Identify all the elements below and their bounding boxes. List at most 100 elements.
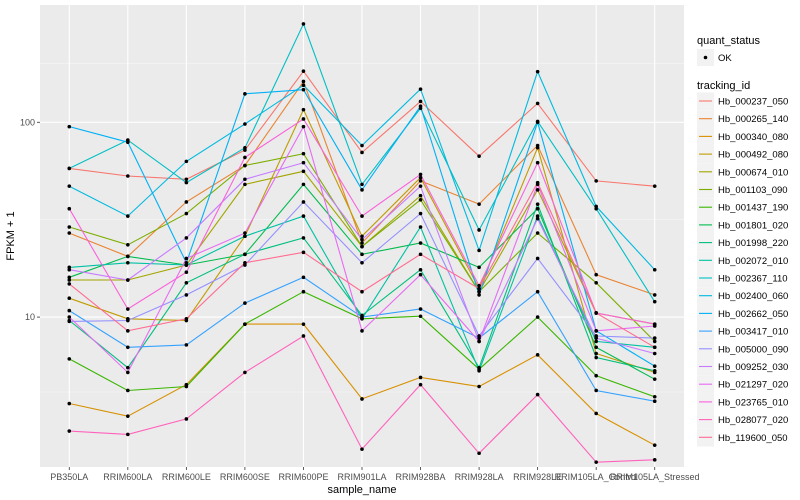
data-point-Hb_028077_020 bbox=[243, 370, 247, 375]
x-tick-label: RRIM600LE bbox=[162, 472, 211, 482]
data-point-Hb_000237_050 bbox=[535, 101, 540, 106]
data-point-Hb_001801_020 bbox=[418, 241, 423, 245]
x-tick-label: RRIM901LA bbox=[337, 472, 386, 482]
data-point-Hb_005000_090 bbox=[184, 293, 189, 297]
data-point-Hb_119600_050 bbox=[126, 329, 130, 333]
data-point-Hb_003417_010 bbox=[243, 301, 247, 305]
legend-label: Hb_001801_020 bbox=[718, 220, 788, 231]
x-tick-label: RRIM928LA bbox=[455, 472, 504, 482]
data-point-Hb_119600_050 bbox=[418, 252, 423, 257]
legend-label: Hb_001998_220 bbox=[718, 238, 788, 249]
data-point-Hb_023765_010 bbox=[67, 206, 72, 211]
data-point-Hb_001801_020 bbox=[594, 345, 598, 350]
legend-label: Hb_000492_080 bbox=[718, 150, 788, 161]
data-point-Hb_002400_060 bbox=[243, 122, 247, 126]
data-point-Hb_119600_050 bbox=[184, 316, 189, 321]
data-point-Hb_023765_010 bbox=[126, 307, 130, 311]
data-point-Hb_002662_050 bbox=[360, 188, 364, 192]
data-point-Hb_001998_220 bbox=[126, 365, 130, 370]
data-point-Hb_001437_190 bbox=[184, 384, 189, 389]
data-point-Hb_005000_090 bbox=[360, 260, 364, 265]
data-point-Hb_001998_220 bbox=[477, 365, 481, 370]
data-point-Hb_000492_080 bbox=[535, 145, 540, 150]
data-point-Hb_000340_080 bbox=[652, 443, 657, 447]
data-point-Hb_009252_030 bbox=[301, 160, 306, 165]
data-point-Hb_002072_010 bbox=[301, 214, 306, 218]
data-point-Hb_002367_110 bbox=[360, 182, 364, 187]
data-point-Hb_000340_080 bbox=[535, 353, 540, 357]
data-point-Hb_001801_020 bbox=[301, 182, 306, 187]
data-point-Hb_003417_010 bbox=[652, 399, 657, 404]
legend-title-tracking-id: tracking_id bbox=[697, 80, 750, 92]
data-point-Hb_000674_010 bbox=[301, 169, 306, 174]
legend-label: Hb_028077_020 bbox=[718, 415, 788, 426]
data-point-Hb_023765_010 bbox=[418, 172, 423, 177]
data-point-Hb_001103_090 bbox=[126, 243, 130, 247]
data-point-Hb_023765_010 bbox=[652, 322, 657, 326]
x-tick-label: RRIM105LA_Control bbox=[555, 472, 638, 482]
data-point-Hb_001801_020 bbox=[652, 377, 657, 381]
data-point-Hb_002400_060 bbox=[477, 248, 481, 253]
data-point-Hb_002072_010 bbox=[126, 260, 130, 265]
data-point-Hb_001437_190 bbox=[67, 357, 72, 361]
data-point-Hb_003417_010 bbox=[360, 315, 364, 319]
data-point-Hb_119600_050 bbox=[360, 289, 364, 294]
data-point-Hb_119600_050 bbox=[652, 345, 657, 350]
data-point-Hb_001103_090 bbox=[477, 289, 481, 294]
data-point-Hb_000674_010 bbox=[418, 193, 423, 198]
data-point-Hb_002662_050 bbox=[652, 364, 657, 368]
data-point-Hb_002072_010 bbox=[418, 225, 423, 229]
data-point-Hb_009252_030 bbox=[126, 278, 130, 282]
data-point-Hb_000340_080 bbox=[360, 397, 364, 401]
data-point-Hb_000492_080 bbox=[301, 107, 306, 112]
legend-label: Hb_000340_080 bbox=[718, 132, 788, 143]
legend-point-symbol bbox=[703, 55, 708, 60]
x-tick-label: RRIM105LA_Stressed bbox=[610, 472, 700, 482]
x-tick-label: RRIM928LE bbox=[513, 472, 562, 482]
data-point-Hb_003417_010 bbox=[594, 388, 598, 393]
data-point-Hb_000492_080 bbox=[67, 296, 72, 301]
data-point-Hb_002400_060 bbox=[67, 184, 72, 188]
data-point-Hb_021297_020 bbox=[594, 329, 598, 333]
data-point-Hb_001998_220 bbox=[418, 267, 423, 272]
data-point-Hb_002662_050 bbox=[418, 104, 423, 108]
data-point-Hb_005000_090 bbox=[652, 336, 657, 340]
data-point-Hb_000340_080 bbox=[418, 375, 423, 380]
data-point-Hb_001103_090 bbox=[652, 339, 657, 344]
data-point-Hb_001437_190 bbox=[418, 314, 423, 319]
data-point-Hb_023765_010 bbox=[477, 283, 481, 288]
data-point-Hb_001437_190 bbox=[126, 388, 130, 393]
data-point-Hb_119600_050 bbox=[67, 282, 72, 286]
data-point-Hb_009252_030 bbox=[535, 216, 540, 221]
data-point-Hb_001998_220 bbox=[594, 355, 598, 360]
data-point-Hb_003417_010 bbox=[301, 275, 306, 280]
y-axis-title: FPKM + 1 bbox=[5, 211, 17, 260]
data-point-Hb_002662_050 bbox=[301, 87, 306, 92]
data-point-Hb_000492_080 bbox=[418, 175, 423, 180]
data-point-Hb_000265_140 bbox=[184, 200, 189, 204]
data-point-Hb_002072_010 bbox=[535, 214, 540, 218]
legend-label: Hb_002662_050 bbox=[718, 309, 788, 320]
legend-label: Hb_003417_010 bbox=[718, 327, 788, 338]
legend-label: Hb_001103_090 bbox=[718, 185, 788, 196]
data-point-Hb_000674_010 bbox=[243, 182, 247, 187]
x-tick-label: RRIM600LA bbox=[103, 472, 152, 482]
y-tick-label: 10 bbox=[25, 312, 35, 322]
x-axis-title: sample_name bbox=[327, 484, 396, 496]
data-point-Hb_021297_020 bbox=[418, 272, 423, 277]
data-point-Hb_000340_080 bbox=[594, 411, 598, 416]
data-point-Hb_002367_110 bbox=[477, 228, 481, 232]
data-point-Hb_002072_010 bbox=[477, 369, 481, 373]
data-point-Hb_005000_090 bbox=[477, 334, 481, 338]
legend-label: OK bbox=[718, 53, 732, 64]
data-point-Hb_001437_190 bbox=[652, 394, 657, 399]
data-point-Hb_021297_020 bbox=[243, 231, 247, 235]
data-point-Hb_000674_010 bbox=[535, 188, 540, 192]
legend: quant_status OK tracking_id Hb_000237_050 Hb… bbox=[697, 35, 788, 447]
data-point-Hb_001998_220 bbox=[243, 252, 247, 257]
data-point-Hb_000237_050 bbox=[360, 150, 364, 155]
data-point-Hb_000237_050 bbox=[594, 179, 598, 183]
data-point-Hb_001103_090 bbox=[184, 211, 189, 216]
data-point-Hb_001998_220 bbox=[301, 236, 306, 240]
